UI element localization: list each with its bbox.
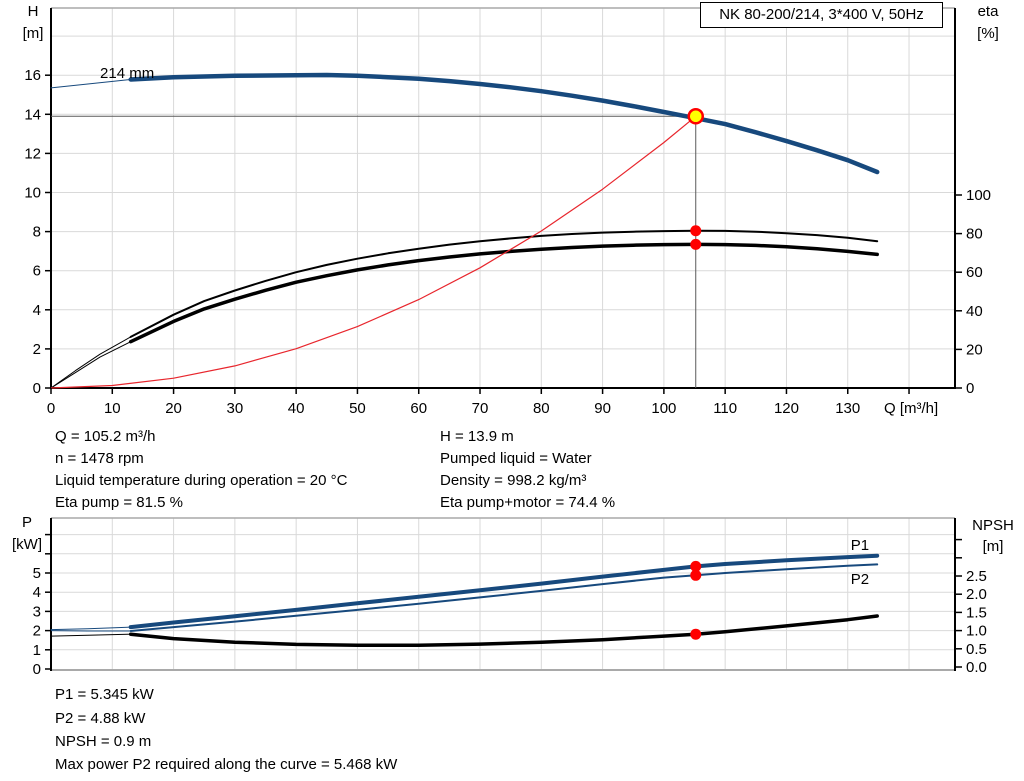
info-eta-pump-motor: Eta pump+motor = 74.4 %: [440, 494, 616, 511]
p1-point: [690, 560, 702, 572]
p2-point: [690, 569, 702, 581]
y2-tick-label: 20: [966, 341, 983, 358]
eta-pump-point: [690, 225, 702, 237]
x-tick-label: 30: [227, 400, 244, 417]
y2-tick-label: 2.0: [966, 586, 987, 603]
duty-point[interactable]: [687, 108, 705, 125]
npsh-axis-unit: [m]: [982, 538, 1004, 555]
npsh-axis-label: NPSH: [972, 517, 1014, 534]
x-tick-label: 80: [533, 400, 550, 417]
x-tick-label: 40: [288, 400, 305, 417]
p2-curve-curve: [129, 563, 879, 632]
head-chart: 0 2 4 6 8 10 12 14 16 0 20 40 60 80 100 0 10 20 30 40 50 60 70…: [24, 7, 991, 417]
info-liquid-temp: Liquid temperature during operation = 20…: [55, 472, 348, 489]
info-q-flow: Q = 105.2 m³/h: [55, 428, 156, 445]
p-axis-label: P: [21, 514, 32, 531]
p1-curve-curve: [128, 553, 880, 630]
y-tick-label: 14: [24, 106, 41, 123]
x-tick-label: 0: [47, 400, 55, 417]
y-tick-label: 10: [24, 185, 41, 202]
npsh-curve-curve: [128, 614, 879, 647]
eta-axis-unit: [%]: [977, 25, 999, 42]
x-tick-label: 70: [472, 400, 489, 417]
system-curve-curve: [50, 115, 697, 389]
npsh-lead-curve: [50, 633, 132, 637]
pump-title-box: NK 80-200/214, 3*400 V, 50Hz: [700, 2, 943, 28]
result-npsh: NPSH = 0.9 m: [55, 733, 152, 750]
curve-label-214-mm: 214 mm: [100, 65, 154, 82]
y-tick-label: 0: [33, 661, 41, 678]
x-tick-label: 130: [835, 400, 860, 417]
y2-tick-label: 0: [966, 380, 974, 397]
npsh-point: [690, 628, 702, 640]
eta-pump-lead-curve: [50, 336, 132, 389]
p-axis-unit: [kW]: [12, 536, 42, 553]
eta-pump-motor-lead-curve: [50, 341, 132, 389]
y-tick-label: 2: [33, 623, 41, 640]
y-tick-label: 4: [33, 302, 41, 319]
curve-label-p1: P1: [851, 537, 869, 554]
x-tick-label: 110: [713, 400, 737, 417]
h-axis-label: H: [27, 3, 39, 20]
x-tick-label: 90: [594, 400, 611, 417]
info-eta-pump: Eta pump = 81.5 %: [55, 494, 183, 511]
eta-pump-motor-point: [690, 238, 702, 250]
y2-tick-label: 1.0: [966, 623, 987, 640]
eta-pump-curve: [129, 229, 879, 338]
y-tick-label: 4: [33, 584, 41, 601]
x-tick-label: 60: [410, 400, 427, 417]
y2-tick-label: 1.5: [966, 604, 987, 621]
y-tick-label: 12: [24, 145, 41, 162]
x-tick-label: 50: [349, 400, 366, 417]
q-axis-label: Q [m³/h]: [884, 400, 939, 417]
y-tick-label: 6: [33, 263, 41, 280]
info-pumped-liquid: Pumped liquid = Water: [440, 450, 592, 467]
result-p2: P2 = 4.88 kW: [55, 710, 146, 727]
eta-axis-label: eta: [977, 3, 999, 20]
y2-tick-label: 0.5: [966, 641, 987, 658]
curve-label-p2: P2: [851, 571, 869, 588]
power-chart: 0 1 2 3 4 5 0.00.51.0 1.52.02.5 P1 P2: [33, 517, 987, 678]
info-head: H = 13.9 m: [440, 428, 514, 445]
y2-tick-label: 80: [966, 226, 983, 243]
y-tick-label: 16: [24, 67, 41, 84]
x-tick-label: 20: [165, 400, 182, 417]
head-214mm-lead-curve: [50, 79, 132, 89]
x-tick-label: 100: [651, 400, 676, 417]
y2-tick-label: 60: [966, 264, 983, 281]
y-tick-label: 1: [33, 642, 41, 659]
y-tick-label: 0: [33, 380, 41, 397]
x-tick-label: 120: [774, 400, 799, 417]
y2-tick-label: 40: [966, 303, 983, 320]
y-tick-label: 5: [33, 565, 41, 582]
result-p1: P1 = 5.345 kW: [55, 686, 154, 703]
y-tick-label: 3: [33, 603, 41, 620]
x-tick-label: 10: [104, 400, 121, 417]
p1-lead-curve: [50, 626, 132, 631]
y2-tick-label: 2.5: [966, 568, 987, 585]
h-axis-unit: [m]: [22, 25, 44, 42]
y2-tick-label: 100: [966, 187, 991, 204]
eta-pump-motor-curve: [128, 242, 879, 344]
head-214mm-curve: [128, 72, 880, 175]
y-tick-label: 8: [33, 224, 41, 241]
y-tick-label: 2: [33, 341, 41, 358]
y2-tick-label: 0.0: [966, 659, 987, 676]
result-max-power: Max power P2 required along the curve = …: [55, 756, 398, 773]
info-speed: n = 1478 rpm: [55, 450, 144, 467]
info-density: Density = 998.2 kg/m³: [440, 472, 587, 489]
